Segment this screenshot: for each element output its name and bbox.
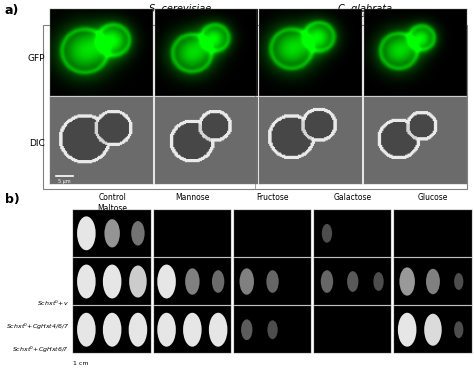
Circle shape (77, 265, 96, 298)
Circle shape (157, 313, 176, 347)
Circle shape (157, 265, 176, 298)
Circle shape (267, 320, 278, 339)
Text: a: a (325, 230, 329, 236)
Text: $Schxt^{0}$+CgHxt4/6/7: $Schxt^{0}$+CgHxt4/6/7 (6, 321, 69, 332)
Text: Mannose: Mannose (175, 193, 210, 202)
Circle shape (321, 270, 333, 293)
Text: c: c (377, 230, 381, 236)
Text: b: b (431, 230, 435, 236)
Circle shape (129, 265, 146, 298)
Text: Fructose: Fructose (256, 193, 289, 202)
Text: c: c (457, 230, 461, 236)
Text: CgHxt6/7: CgHxt6/7 (359, 10, 395, 19)
Circle shape (239, 268, 254, 295)
Text: CgHxt4/6/7: CgHxt4/6/7 (274, 10, 318, 19)
Circle shape (103, 265, 121, 298)
Circle shape (400, 268, 415, 296)
Text: GFP: GFP (27, 54, 45, 63)
Text: CgHxt4/6/7: CgHxt4/6/7 (75, 10, 119, 19)
Text: $Schxt^{0}$+v: $Schxt^{0}$+v (37, 299, 69, 308)
Text: DIC: DIC (29, 139, 45, 148)
Circle shape (398, 313, 417, 347)
Text: 5 μm: 5 μm (58, 179, 70, 184)
Text: a): a) (5, 4, 19, 17)
Text: b): b) (5, 193, 19, 206)
Circle shape (322, 224, 332, 243)
Text: CgHxt6/7: CgHxt6/7 (157, 10, 193, 19)
Text: b: b (110, 230, 114, 236)
Circle shape (266, 270, 279, 293)
Text: b: b (190, 230, 194, 236)
Circle shape (454, 321, 464, 338)
Circle shape (454, 273, 464, 290)
Text: Galactose: Galactose (334, 193, 372, 202)
Text: b: b (270, 230, 275, 236)
Text: c: c (136, 230, 140, 236)
Circle shape (424, 314, 442, 346)
Text: a: a (164, 230, 169, 236)
Circle shape (183, 313, 201, 347)
Text: a: a (245, 230, 249, 236)
Text: b: b (351, 230, 355, 236)
Circle shape (104, 219, 120, 247)
Circle shape (426, 269, 440, 294)
Circle shape (347, 271, 358, 292)
Circle shape (128, 313, 147, 347)
Text: a: a (84, 230, 89, 236)
Text: S. cerevisiae: S. cerevisiae (149, 4, 211, 14)
Text: c: c (216, 230, 220, 236)
Text: Glucose: Glucose (418, 193, 448, 202)
Circle shape (77, 216, 96, 250)
Circle shape (241, 319, 253, 340)
Circle shape (374, 272, 383, 291)
Text: $Schxt^{0}$+CgHxt6/7: $Schxt^{0}$+CgHxt6/7 (12, 344, 69, 355)
Circle shape (185, 268, 200, 295)
Circle shape (103, 313, 121, 347)
Text: C. glabrata: C. glabrata (338, 4, 392, 14)
Circle shape (209, 313, 228, 347)
Text: c: c (296, 230, 300, 236)
Circle shape (212, 270, 224, 293)
Text: a: a (405, 230, 409, 236)
Text: Control
Maltose: Control Maltose (97, 193, 127, 213)
Text: 1 cm: 1 cm (73, 361, 89, 366)
Circle shape (131, 221, 145, 245)
Circle shape (77, 313, 96, 347)
